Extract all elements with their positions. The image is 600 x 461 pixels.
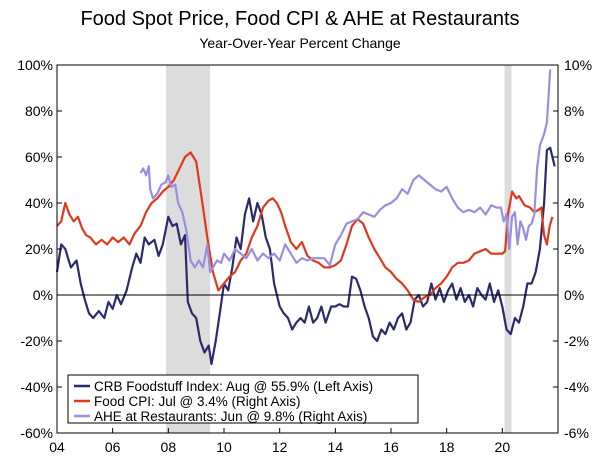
x-tick-label: 04 (49, 439, 65, 455)
x-tick-label: 10 (216, 439, 232, 455)
legend-label-2: AHE at Restaurants: Jun @ 9.8% (Right Ax… (94, 409, 367, 424)
y-left-tick-label: 100% (17, 57, 53, 73)
x-tick-label: 14 (328, 439, 344, 455)
x-tick-label: 20 (495, 439, 511, 455)
recession-band-1 (504, 65, 512, 433)
y-right-tick-label: 8% (564, 103, 584, 119)
chart-title: Food Spot Price, Food CPI & AHE at Resta… (80, 8, 520, 30)
x-tick-label: 18 (439, 439, 455, 455)
legend-label-0: CRB Foodstuff Index: Aug @ 55.9% (Left A… (94, 379, 373, 394)
y-right-tick-label: -6% (564, 425, 589, 441)
legend-label-1: Food CPI: Jul @ 3.4% (Right Axis) (94, 394, 301, 409)
y-left-tick-label: -20% (20, 333, 53, 349)
y-right-tick-label: 10% (564, 57, 592, 73)
x-tick-label: 06 (105, 439, 121, 455)
y-right-tick-label: 0% (564, 287, 584, 303)
series-line-1 (56, 151, 554, 303)
y-right-tick-label: -4% (564, 379, 589, 395)
y-right-tick-label: 4% (564, 195, 584, 211)
series-line-2 (139, 69, 552, 274)
x-tick-label: 12 (272, 439, 288, 455)
axis-ticks: -60%-40%-20%0%20%40%60%80%100%-6%-4%-2%0… (17, 57, 592, 455)
y-right-tick-label: 2% (564, 241, 584, 257)
legend: CRB Foodstuff Index: Aug @ 55.9% (Left A… (67, 374, 419, 424)
y-left-tick-label: 40% (25, 195, 53, 211)
y-left-tick-label: 60% (25, 149, 53, 165)
recession-bands (166, 65, 512, 433)
x-tick-label: 16 (383, 439, 399, 455)
x-tick-label: 08 (161, 439, 177, 455)
chart-subtitle: Year-Over-Year Percent Change (199, 35, 401, 51)
y-left-tick-label: 20% (25, 241, 53, 257)
y-right-tick-label: -2% (564, 333, 589, 349)
y-right-tick-label: 6% (564, 149, 584, 165)
y-left-tick-label: 80% (25, 103, 53, 119)
series-lines (55, 69, 556, 366)
legend-box (67, 374, 419, 424)
y-left-tick-label: -40% (20, 379, 53, 395)
y-left-tick-label: -60% (20, 425, 53, 441)
y-left-tick-label: 0% (33, 287, 53, 303)
series-line-0 (55, 146, 556, 366)
